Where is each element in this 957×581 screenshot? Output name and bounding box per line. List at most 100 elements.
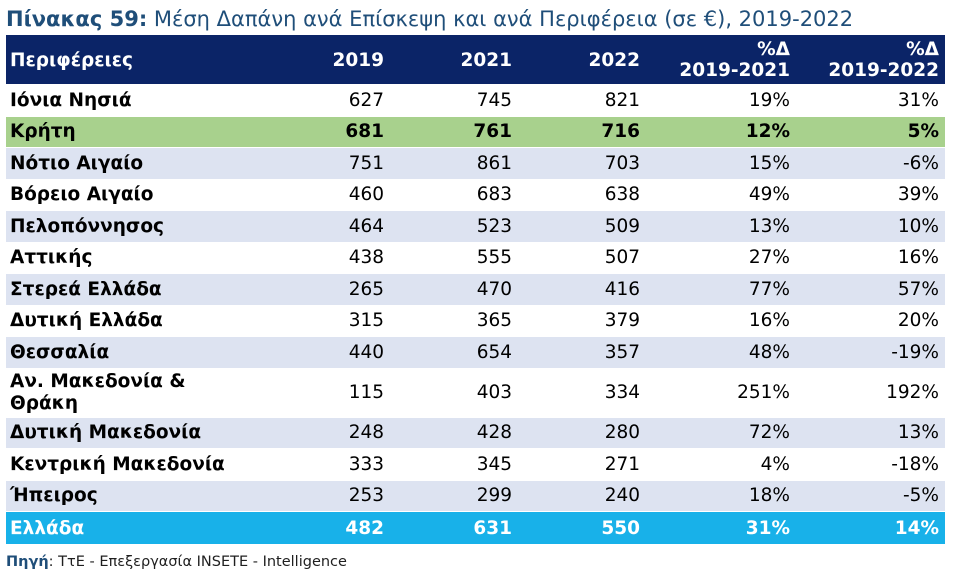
total-2022-cell: 550	[518, 511, 646, 545]
region-cell: Πελοπόννησος	[6, 210, 262, 243]
change-2019-2022-cell: -18%	[796, 448, 945, 481]
value-2019-cell: 440	[262, 336, 390, 369]
header-2021: 2021	[390, 35, 518, 85]
header-row: Περιφέρειες 2019 2021 2022 %Δ 2019-2021 …	[6, 35, 945, 85]
total-row: Ελλάδα 482 631 550 31% 14%	[6, 511, 945, 545]
change-2019-2021-cell: 4%	[646, 448, 796, 481]
value-2022-cell: 416	[518, 273, 646, 306]
table-row: Νότιο Αιγαίο 751 861 703 15% -6%	[6, 147, 945, 180]
value-2021-cell: 403	[390, 368, 518, 418]
value-2019-cell: 438	[262, 242, 390, 274]
value-2021-cell: 365	[390, 305, 518, 337]
table-row: Βόρειο Αιγαίο 460 683 638 49% 39%	[6, 179, 945, 211]
region-cell: Δυτική Μακεδονία	[6, 417, 262, 449]
header-change-2019-2022: %Δ 2019-2022	[796, 35, 945, 85]
value-2019-cell: 681	[262, 116, 390, 148]
table-row: Θεσσαλία 440 654 357 48% -19%	[6, 336, 945, 369]
value-2021-cell: 683	[390, 179, 518, 211]
table-body: Ιόνια Νησιά 627 745 821 19% 31% Κρήτη 68…	[6, 84, 945, 545]
table-title: Πίνακας 59: Μέση Δαπάνη ανά Επίσκεψη και…	[6, 4, 853, 34]
total-label: Ελλάδα	[6, 511, 262, 545]
value-2019-cell: 253	[262, 480, 390, 512]
value-2021-cell: 761	[390, 116, 518, 148]
header-region: Περιφέρειες	[6, 35, 262, 85]
value-2022-cell: 334	[518, 368, 646, 418]
table-row: Δυτική Ελλάδα 315 365 379 16% 20%	[6, 305, 945, 337]
value-2021-cell: 523	[390, 210, 518, 243]
region-cell: Κεντρική Μακεδονία	[6, 448, 262, 481]
value-2022-cell: 280	[518, 417, 646, 449]
change-2019-2022-cell: 57%	[796, 273, 945, 306]
change-2019-2021-cell: 77%	[646, 273, 796, 306]
total-change-2019-2021-cell: 31%	[646, 511, 796, 545]
source-note: Πηγή: ΤτΕ - Επεξεργασία INSETE - Intelli…	[6, 554, 347, 570]
table-row: Στερεά Ελλάδα 265 470 416 77% 57%	[6, 273, 945, 306]
value-2019-cell: 333	[262, 448, 390, 481]
change-2019-2021-cell: 72%	[646, 417, 796, 449]
change-2019-2021-cell: 18%	[646, 480, 796, 512]
change-2019-2022-cell: 31%	[796, 84, 945, 117]
table-row: Ιόνια Νησιά 627 745 821 19% 31%	[6, 84, 945, 117]
value-2019-cell: 248	[262, 417, 390, 449]
change-2019-2021-cell: 16%	[646, 305, 796, 337]
value-2019-cell: 627	[262, 84, 390, 117]
value-2021-cell: 654	[390, 336, 518, 369]
region-cell: Αττικής	[6, 242, 262, 274]
header-2019: 2019	[262, 35, 390, 85]
change-2019-2021-cell: 27%	[646, 242, 796, 274]
table-row: Ήπειρος 253 299 240 18% -5%	[6, 480, 945, 512]
total-change-2019-2022-cell: 14%	[796, 511, 945, 545]
value-2022-cell: 271	[518, 448, 646, 481]
change-2019-2022-cell: 192%	[796, 368, 945, 418]
table-row: Κεντρική Μακεδονία 333 345 271 4% -18%	[6, 448, 945, 481]
source-label: Πηγή	[6, 554, 49, 570]
region-cell: Νότιο Αιγαίο	[6, 147, 262, 180]
region-cell: Δυτική Ελλάδα	[6, 305, 262, 337]
table-row: Πελοπόννησος 464 523 509 13% 10%	[6, 210, 945, 243]
value-2022-cell: 716	[518, 116, 646, 148]
region-cell: Κρήτη	[6, 116, 262, 148]
value-2019-cell: 751	[262, 147, 390, 180]
change-2019-2022-cell: 5%	[796, 116, 945, 148]
header-change-symbol: %Δ	[757, 39, 790, 60]
value-2022-cell: 821	[518, 84, 646, 117]
table-caption: Μέση Δαπάνη ανά Επίσκεψη και ανά Περιφέρ…	[153, 7, 854, 31]
table-row: Αν. Μακεδονία & Θράκη 115 403 334 251% 1…	[6, 368, 945, 418]
change-2019-2022-cell: 10%	[796, 210, 945, 243]
change-2019-2022-cell: -19%	[796, 336, 945, 369]
region-cell: Ιόνια Νησιά	[6, 84, 262, 117]
header-2022: 2022	[518, 35, 646, 85]
value-2022-cell: 638	[518, 179, 646, 211]
value-2021-cell: 861	[390, 147, 518, 180]
header-change-period: 2019-2021	[679, 60, 790, 81]
change-2019-2022-cell: 16%	[796, 242, 945, 274]
change-2019-2021-cell: 49%	[646, 179, 796, 211]
header-change-period: 2019-2022	[828, 60, 939, 81]
header-change-symbol: %Δ	[906, 39, 939, 60]
value-2022-cell: 703	[518, 147, 646, 180]
value-2021-cell: 470	[390, 273, 518, 306]
value-2019-cell: 115	[262, 368, 390, 418]
change-2019-2021-cell: 12%	[646, 116, 796, 148]
spending-table: Περιφέρειες 2019 2021 2022 %Δ 2019-2021 …	[6, 35, 945, 545]
total-2021-cell: 631	[390, 511, 518, 545]
change-2019-2022-cell: 13%	[796, 417, 945, 449]
header-change-2019-2021: %Δ 2019-2021	[646, 35, 796, 85]
value-2022-cell: 357	[518, 336, 646, 369]
change-2019-2021-cell: 251%	[646, 368, 796, 418]
value-2021-cell: 745	[390, 84, 518, 117]
value-2019-cell: 265	[262, 273, 390, 306]
change-2019-2021-cell: 13%	[646, 210, 796, 243]
source-text: : ΤτΕ - Επεξεργασία INSETE - Intelligenc…	[48, 554, 347, 570]
change-2019-2022-cell: 20%	[796, 305, 945, 337]
change-2019-2022-cell: -6%	[796, 147, 945, 180]
change-2019-2021-cell: 48%	[646, 336, 796, 369]
region-cell: Βόρειο Αιγαίο	[6, 179, 262, 211]
table-header: Περιφέρειες 2019 2021 2022 %Δ 2019-2021 …	[6, 35, 945, 85]
value-2021-cell: 345	[390, 448, 518, 481]
value-2019-cell: 460	[262, 179, 390, 211]
value-2022-cell: 509	[518, 210, 646, 243]
region-cell: Στερεά Ελλάδα	[6, 273, 262, 306]
value-2022-cell: 240	[518, 480, 646, 512]
change-2019-2021-cell: 19%	[646, 84, 796, 117]
